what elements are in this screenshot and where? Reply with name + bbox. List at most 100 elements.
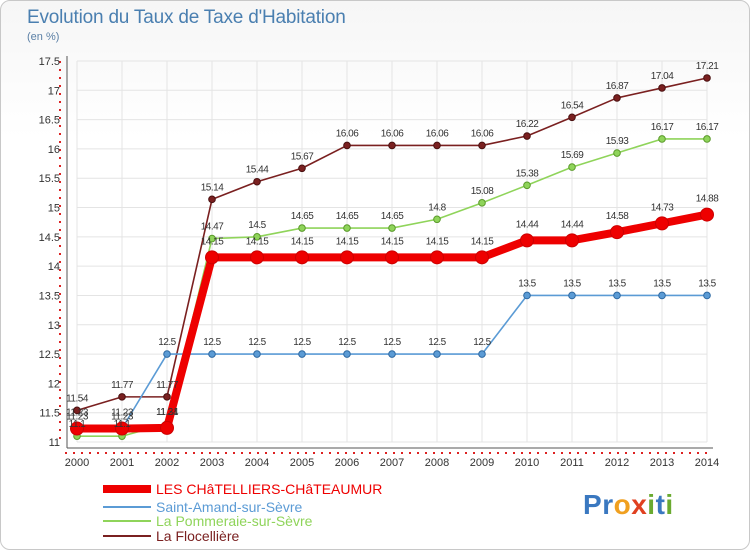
axis-dot [593,452,595,454]
data-point [163,393,171,401]
data-label: 14.8 [428,202,446,213]
axis-dot [59,309,61,311]
axis-dot [225,452,227,454]
data-label: 14.5 [248,220,266,231]
axis-dot [59,165,61,167]
data-point [700,207,714,222]
data-point [73,406,81,415]
axis-dot [121,452,123,454]
axis-dot [497,452,499,454]
axis-dot [657,452,659,454]
axis-dot [489,452,491,454]
data-label: 14.44 [561,219,584,230]
axis-dot [537,452,539,454]
data-label: 16.06 [336,128,359,139]
series-3 [73,74,711,415]
axis-dot [59,349,61,351]
y-tick-label: 17 [48,85,60,97]
axis-dot [59,389,61,391]
x-tick-label: 2007 [380,457,404,469]
data-label: 15.93 [606,136,629,147]
data-point [568,291,576,300]
data-label: 14.15 [291,236,314,247]
x-tick-label: 2010 [515,457,539,469]
logo-letter: x [631,489,648,520]
logo-letter: P [583,489,603,520]
data-point [298,350,306,358]
axis-dot [473,452,475,454]
data-label: 12.5 [203,337,221,348]
axis-dot [545,452,547,454]
data-label: 12.5 [383,337,401,348]
data-label: 15.67 [291,151,314,162]
axis-dot [241,452,243,454]
axis-dot [59,109,61,111]
axis-dot [59,253,61,255]
axis-dot [233,452,235,454]
data-point [478,199,486,207]
axis-dot [329,452,331,454]
data-labels: 11.54 11.77 11.77 15.14 15.44 15.67 16.06 16.06… [66,61,720,430]
data-label: 12.5 [338,337,356,348]
y-tick-label: 13.5 [39,290,60,302]
axis-dot [59,157,61,159]
axis-dot [265,452,267,454]
data-point [298,164,306,173]
axis-dot [577,452,579,454]
axis-dot [59,133,61,135]
data-label: 15.14 [201,182,224,193]
axis-dot [113,452,115,454]
data-label: 11.1 [114,419,132,430]
data-label: 15.38 [516,168,539,179]
data-label: 17.21 [696,61,719,72]
axis-dot [529,452,531,454]
axis-dot [81,452,83,454]
data-point [343,141,351,150]
axis-dot [193,452,195,454]
axis-dot [601,452,603,454]
y-tick-label: 14 [48,261,60,273]
axis-dot [353,452,355,454]
axis-dot [425,452,427,454]
data-label: 16.54 [561,100,584,111]
axis-dot [59,181,61,183]
data-label: 16.06 [381,128,404,139]
legend-label: La Pommeraie-sur-Sèvre [156,513,313,529]
axis-dot [633,452,635,454]
data-label: 12.5 [158,337,176,348]
data-point [208,350,216,358]
axis-dot [377,452,379,454]
axis-dot [665,452,667,454]
data-label: 13.5 [518,278,536,289]
data-label: 11.77 [111,380,134,391]
data-point [565,233,579,248]
y-tick-label: 16.5 [39,115,60,127]
data-label: 13.5 [563,278,581,289]
axis-dot [59,69,61,71]
data-label: 14.15 [336,236,359,247]
data-label: 15.44 [246,165,269,176]
data-point [253,233,261,241]
axis-dot [59,365,61,367]
axis-dot [521,452,523,454]
data-label: 13.5 [653,278,671,289]
data-point [340,250,354,265]
axis-dot [201,452,203,454]
axis-dot [59,341,61,343]
legend-label: Saint-Amand-sur-Sèvre [156,499,302,515]
y-tick-label: 11.5 [39,408,60,420]
data-point [658,84,666,92]
logo-letter: i [665,489,674,520]
axis-dot [585,452,587,454]
x-axis-ticks: 2000 2001 2002 2003 2004 2005 2006 2007 2008 2009… [65,457,719,469]
axis-dot [59,325,61,327]
axis-dot [281,452,283,454]
logo-letter: t [655,489,666,520]
data-point [388,224,396,232]
axis-dot [217,452,219,454]
data-point [253,177,261,186]
data-label: 12.5 [248,337,266,348]
axis-dot [129,452,131,454]
data-point [613,291,621,300]
